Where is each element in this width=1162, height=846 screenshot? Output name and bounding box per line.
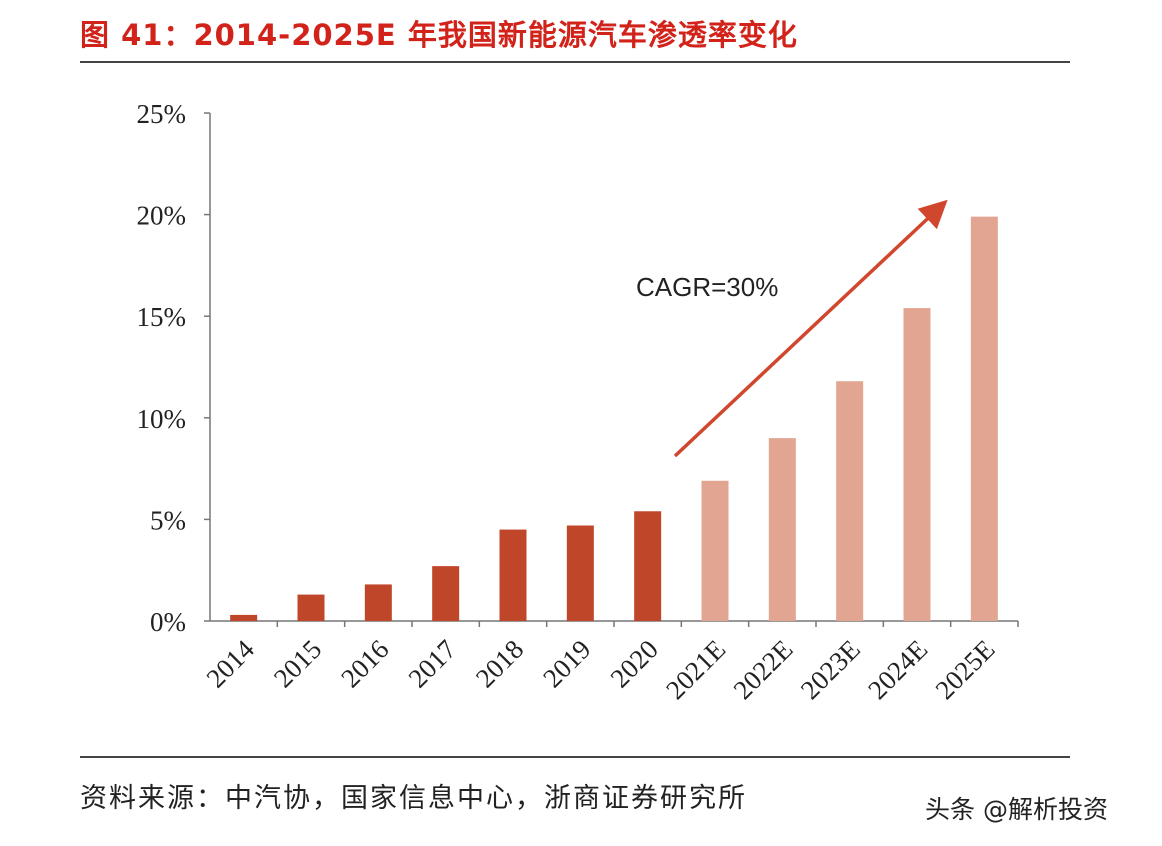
x-tick-label: 2023E [795,634,866,705]
bars [230,216,998,621]
bar-2023E [836,381,864,621]
bar-2018 [499,529,527,621]
y-axis: 0% 5% 10% 15% 20% 25% [137,99,211,637]
bar-2025E [970,216,998,621]
bar-2020 [634,511,662,621]
x-tick-label: 2018 [470,634,529,693]
bar-2021E [701,480,729,621]
y-tick-label: 15% [137,302,187,332]
trend-arrow [673,199,948,458]
x-tick-label: 2017 [403,634,462,693]
bar-2022E [768,438,796,621]
x-tick-label: 2022E [728,634,799,705]
x-tick-label: 2021E [660,634,731,705]
x-tick-label: 2014 [201,634,261,694]
x-tick-label: 2024E [862,634,933,705]
bar-2024E [903,308,931,621]
y-tick-label: 10% [137,404,187,434]
y-tick-label: 20% [137,201,187,231]
x-axis: 2014 2015 2016 2017 2018 2019 20202021E2022E20… [201,620,1019,705]
y-tick-label: 25% [137,99,187,129]
bar-2017 [432,566,460,621]
x-tick-label: 2019 [537,634,596,693]
source-note: 资料来源：中汽协，国家信息中心，浙商证券研究所 [80,783,747,814]
y-tick-label: 5% [150,505,186,535]
y-tick-label: 0% [150,607,186,637]
bar-2016 [364,584,392,621]
bar-2014 [230,614,258,621]
chart-title: 图 41：2014-2025E 年我国新能源汽车渗透率变化 [80,18,798,52]
source-rule [80,756,1070,758]
title-rule [80,61,1070,63]
cagr-annotation: CAGR=30% [636,272,778,302]
watermark: 头条 @解析投资 [925,795,1108,824]
bar-2015 [297,594,325,621]
bar-2019 [566,525,594,621]
x-tick-label: 2025E [930,634,1001,705]
x-tick-label: 2015 [268,634,327,693]
x-tick-label: 2016 [335,634,394,693]
x-tick-label: 2020 [605,634,664,693]
